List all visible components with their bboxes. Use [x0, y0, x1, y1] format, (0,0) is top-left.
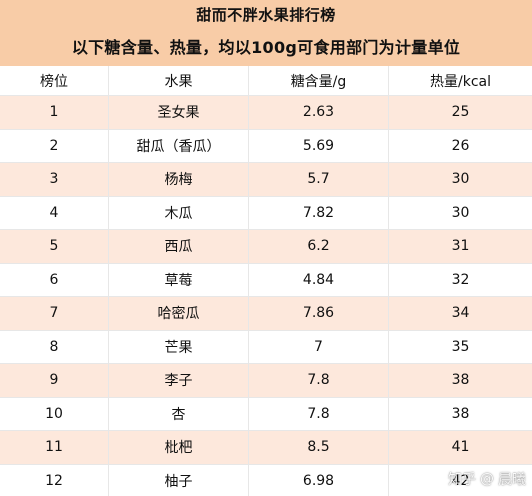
rank-cell: 7 [49, 305, 59, 322]
fruit-cell: 杨梅 [108, 163, 248, 196]
calories-cell: 30 [388, 163, 532, 196]
rank-cell: 8 [49, 338, 59, 355]
rank-cell: 11 [45, 439, 63, 456]
table-header-row: 榜位 水果 糖含量/g 热量/kcal [0, 66, 532, 96]
table-row: 11 枇杷 8.5 41 [0, 431, 532, 465]
title-block: 甜而不胖水果排行榜 以下糖含量、热量，均以100g可食用部门为计量单位 [0, 0, 532, 67]
column-header-calories: 热量/kcal [388, 66, 532, 95]
fruit-cell: 甜瓜（香瓜） [108, 129, 248, 162]
zhihu-watermark: 知乎 @ 晨曦 [448, 469, 526, 489]
sugar-cell: 2.63 [248, 96, 388, 129]
rank-cell: 10 [45, 405, 63, 422]
rank-cell: 5 [49, 238, 59, 255]
fruit-cell: 木瓜 [108, 196, 248, 229]
fruit-cell: 柚子 [108, 464, 248, 496]
column-header-rank: 榜位 [40, 73, 68, 90]
calories-cell: 32 [388, 263, 532, 296]
sugar-cell: 7.8 [248, 397, 388, 430]
sugar-cell: 6.98 [248, 464, 388, 496]
sugar-cell: 7 [248, 330, 388, 363]
sugar-cell: 7.8 [248, 364, 388, 397]
calories-cell: 31 [388, 230, 532, 263]
table-row: 10 杏 7.8 38 [0, 397, 532, 431]
column-header-sugar: 糖含量/g [248, 66, 388, 95]
fruit-cell: 枇杷 [108, 431, 248, 464]
rank-cell: 3 [49, 171, 59, 188]
sugar-cell: 8.5 [248, 431, 388, 464]
table-row: 4 木瓜 7.82 30 [0, 196, 532, 230]
column-header-fruit: 水果 [108, 66, 248, 95]
fruit-cell: 杏 [108, 397, 248, 430]
table-row: 8 芒果 7 35 [0, 330, 532, 364]
sugar-cell: 6.2 [248, 230, 388, 263]
calories-cell: 41 [388, 431, 532, 464]
calories-cell: 26 [388, 129, 532, 162]
table-row: 9 李子 7.8 38 [0, 364, 532, 398]
fruit-cell: 圣女果 [108, 96, 248, 129]
fruit-cell: 芒果 [108, 330, 248, 363]
ranking-table: 榜位 水果 糖含量/g 热量/kcal 1 圣女果 2.63 25 2 甜瓜（香… [0, 66, 532, 496]
fruit-cell: 李子 [108, 364, 248, 397]
rank-cell: 12 [45, 472, 63, 489]
calories-cell: 42 [388, 464, 532, 496]
fruit-cell: 西瓜 [108, 230, 248, 263]
table-row: 5 西瓜 6.2 31 [0, 230, 532, 264]
calories-cell: 35 [388, 330, 532, 363]
rank-cell: 9 [49, 372, 59, 389]
fruit-cell: 草莓 [108, 263, 248, 296]
table-row: 6 草莓 4.84 32 [0, 263, 532, 297]
sugar-cell: 5.7 [248, 163, 388, 196]
sugar-cell: 5.69 [248, 129, 388, 162]
sugar-cell: 7.86 [248, 297, 388, 330]
calories-cell: 38 [388, 364, 532, 397]
rank-cell: 4 [49, 204, 59, 221]
sugar-cell: 7.82 [248, 196, 388, 229]
table-row: 7 哈密瓜 7.86 34 [0, 297, 532, 331]
table-row: 1 圣女果 2.63 25 [0, 96, 532, 130]
watermark-separator: @ [480, 471, 494, 487]
sugar-cell: 4.84 [248, 263, 388, 296]
sheet-title: 甜而不胖水果排行榜 [196, 6, 336, 24]
calories-cell: 25 [388, 96, 532, 129]
fruit-cell: 哈密瓜 [108, 297, 248, 330]
calories-cell: 34 [388, 297, 532, 330]
watermark-author: 晨曦 [498, 472, 526, 488]
rank-cell: 1 [49, 104, 59, 121]
rank-cell: 2 [49, 137, 59, 154]
sheet-subtitle: 以下糖含量、热量，均以100g可食用部门为计量单位 [71, 38, 461, 57]
table-row: 3 杨梅 5.7 30 [0, 163, 532, 197]
calories-cell: 30 [388, 196, 532, 229]
calories-cell: 38 [388, 397, 532, 430]
rank-cell: 6 [49, 271, 59, 288]
table-row: 2 甜瓜（香瓜） 5.69 26 [0, 129, 532, 163]
watermark-site: 知乎 [448, 472, 476, 488]
table-row: 12 柚子 6.98 42 [0, 464, 532, 496]
